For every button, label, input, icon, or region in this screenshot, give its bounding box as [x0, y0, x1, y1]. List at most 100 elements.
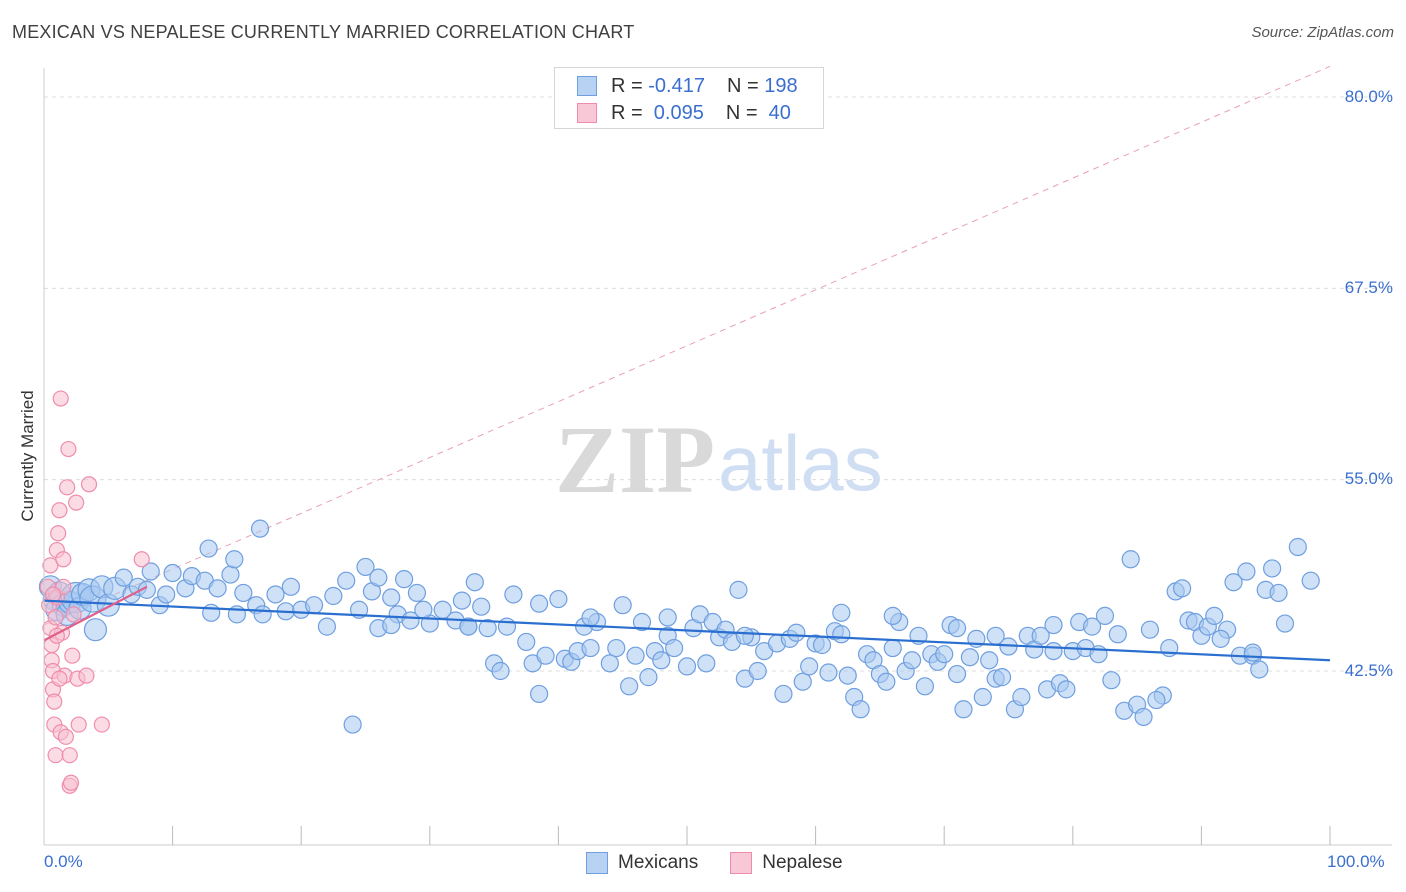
mexicans-point — [992, 668, 1012, 687]
mexicans-point — [947, 619, 967, 638]
legend-label-nepalese: Nepalese — [762, 852, 843, 873]
nepalese-point — [55, 551, 72, 568]
mexicans-point — [600, 654, 619, 673]
mexicans-point — [902, 651, 922, 670]
mexicans-point — [1095, 606, 1115, 625]
mexicans-point — [1173, 579, 1192, 598]
mexicans-point — [137, 580, 156, 599]
nepalese-point — [65, 606, 82, 623]
mexicans-point — [877, 672, 896, 691]
mexicans-point — [517, 632, 536, 652]
mexicans-point — [530, 684, 549, 704]
legend-n-value: 40 — [763, 101, 791, 124]
legend-swatch-mexicans — [586, 852, 608, 874]
mexicans-point — [1237, 562, 1256, 581]
legend-label-mexicans: Mexicans — [618, 852, 699, 873]
legend-n-label: N = — [726, 74, 765, 97]
mexicans-point — [1224, 573, 1243, 592]
mexicans-point — [337, 571, 356, 590]
mexicans-point — [697, 654, 716, 673]
mexicans-point — [883, 606, 902, 625]
mexicans-point — [1140, 620, 1160, 639]
source-label: Source: ZipAtlas.com — [1251, 24, 1394, 41]
mexicans-point — [208, 579, 227, 598]
trend-lines — [43, 585, 1331, 662]
x-tick-label-100: 100.0% — [1327, 852, 1385, 871]
mexicans-point — [812, 635, 832, 655]
mexicans-point — [549, 589, 568, 609]
nepalese-point — [60, 440, 77, 458]
mexicans-point — [163, 563, 182, 583]
mexicans-point — [626, 646, 645, 665]
mexicans-point — [658, 608, 677, 627]
mexicans-point — [459, 617, 478, 636]
mexicans-point — [324, 586, 343, 606]
mexicans-point — [199, 539, 218, 558]
mexicans-point — [774, 684, 793, 704]
mexicans-point — [472, 597, 491, 616]
nepalese-point — [64, 647, 81, 664]
mexicans-point — [478, 619, 497, 638]
series-legend: Mexicans Nepalese — [586, 852, 875, 874]
mexicans-point — [1301, 571, 1320, 590]
mexicans-point — [1211, 629, 1230, 648]
mexicans-point — [851, 700, 870, 719]
legend-swatch-nepalese — [730, 852, 753, 874]
legend-swatch-nepalese — [577, 103, 597, 123]
y-tick-label-67: 67.5% — [1344, 278, 1393, 297]
nepalese-points — [39, 390, 150, 794]
legend-r-label: R = — [611, 101, 649, 124]
mexicans-point — [1134, 707, 1153, 727]
mexicans-point — [250, 519, 270, 538]
mexicans-point — [1102, 671, 1121, 690]
mexicans-point — [414, 600, 433, 619]
mexicans-point — [369, 568, 388, 587]
mexicans-point — [620, 677, 639, 696]
mexicans-point — [221, 565, 240, 584]
legend-n-label: N = — [725, 101, 764, 124]
mexicans-point — [947, 664, 967, 684]
mexicans-point — [1108, 625, 1127, 644]
mexicans-point — [986, 626, 1005, 645]
mexicans-point — [980, 651, 999, 670]
nepalese-point — [68, 494, 85, 511]
mexicans-point — [1243, 643, 1262, 662]
mexicans-point — [497, 617, 517, 636]
mexicans-point — [800, 657, 819, 676]
reference-line — [43, 65, 1331, 626]
mexicans-point — [954, 700, 973, 719]
mexicans-point — [607, 638, 626, 658]
mexicans-point — [465, 573, 484, 592]
mexicans-point — [1121, 550, 1140, 569]
nepalese-point — [93, 716, 110, 733]
nepalese-point — [59, 479, 76, 496]
mexicans-point — [253, 605, 272, 624]
mexicans-point — [1044, 615, 1063, 635]
mexicans-point — [504, 585, 523, 604]
watermark: ZIP atlas — [555, 406, 883, 513]
mexicans-point — [491, 661, 510, 681]
x-tick-label-0: 0.0% — [44, 852, 83, 871]
mexicans-point — [735, 626, 754, 645]
legend-swatch-mexicans — [577, 76, 597, 96]
mexicans-point — [394, 570, 414, 589]
mexicans-point — [317, 617, 337, 636]
mexicans-point — [225, 550, 244, 569]
legend-item-nepalese[interactable]: Nepalese — [730, 852, 843, 874]
mexicans-point — [581, 638, 600, 658]
mexicans-point — [452, 591, 472, 610]
mexicans-point — [1031, 626, 1050, 645]
mexicans-point — [652, 651, 671, 670]
watermark-zip: ZIP — [555, 406, 715, 513]
mexicans-point — [1263, 559, 1282, 578]
mexicans-point — [793, 672, 812, 691]
mexicans-point — [973, 687, 992, 707]
legend-item-mexicans[interactable]: Mexicans — [586, 852, 698, 874]
mexicans-point — [407, 583, 427, 603]
mexicans-point — [343, 715, 362, 734]
mexicans-point — [382, 615, 401, 635]
mexicans-point — [935, 645, 954, 664]
mexicans-point — [401, 611, 420, 630]
nepalese-point — [57, 728, 74, 745]
mexicans-point — [234, 583, 253, 603]
